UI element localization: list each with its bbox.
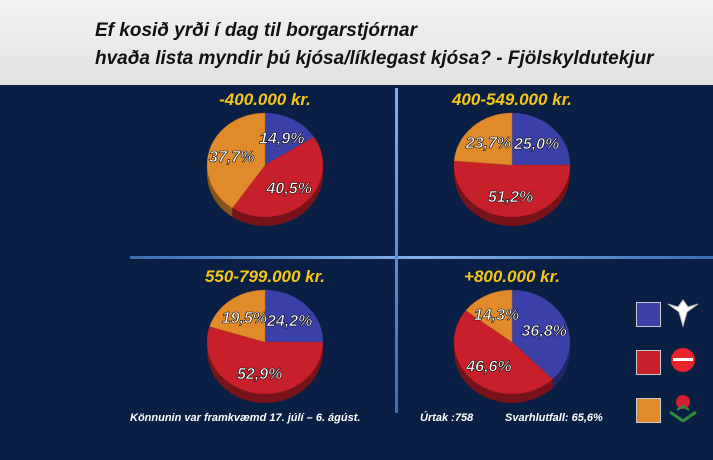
pie-4-value-label-1: 46,6% <box>465 358 511 375</box>
pie-4-side-1 <box>454 344 553 403</box>
rose-logo-icon <box>669 395 697 422</box>
pie-1-slice-2 <box>206 112 266 209</box>
samfylkingin-logo-icon <box>671 348 695 372</box>
pie-4-slice-0 <box>511 289 571 380</box>
legend-swatch-orange <box>636 398 661 423</box>
pie-2-value-label-0: 25,0% <box>513 136 559 153</box>
pie-1-title: -400.000 kr. <box>219 90 311 109</box>
pie-3-side-1 <box>207 342 323 403</box>
pie-3-slice-2 <box>209 289 266 343</box>
pie-3: 24,2% 52,9% 19,5% 550-799.000 kr. <box>205 267 325 403</box>
footer-period: Könnunin var framkvæmd 17. júlí – 6. ágú… <box>130 412 361 424</box>
chart-title-line2: hvaða lista myndir þú kjósa/líklegast kj… <box>95 48 654 69</box>
pie-3-slice-1 <box>206 326 324 395</box>
pie-1-value-label-0: 14,9% <box>259 131 304 148</box>
pie-1: 14,9% 40,5% 37,7% -400.000 kr. <box>206 90 324 226</box>
title-band: Ef kosið yrði í dag til borgarstjórnar h… <box>0 0 713 85</box>
grid-divider-horizontal <box>130 256 713 259</box>
pie-4-title: +800.000 kr. <box>464 267 560 286</box>
pie-2-slice-2 <box>453 112 513 166</box>
pie-3-slice-0 <box>264 289 324 343</box>
pie-2: 25,0% 51,2% 23,7% 400-549.000 kr. <box>451 90 572 226</box>
pie-4-value-label-2: 14,3% <box>474 307 519 324</box>
pie-1-slice-0 <box>264 112 315 166</box>
pie-4: 36,8% 46,6% 14,3% +800.000 kr. <box>453 267 571 403</box>
footer-response-rate: Svarhlutfall: 65,6% <box>505 412 603 424</box>
pie-2-value-label-1: 51,2% <box>488 189 533 206</box>
pie-4-side-0 <box>552 342 570 389</box>
falcon-logo-icon <box>667 299 699 328</box>
pie-2-slice-0 <box>511 112 571 166</box>
pie-3-value-label-0: 24,2% <box>266 313 312 330</box>
pie-1-slice-1 <box>232 136 324 218</box>
pie-4-value-label-0: 36,8% <box>522 323 567 340</box>
pie-1-side-1 <box>232 164 323 226</box>
legend-swatch-red <box>636 350 661 375</box>
pie-1-value-label-1: 40,5% <box>266 180 312 197</box>
pie-2-slice-1 <box>453 160 571 218</box>
pie-2-value-label-2: 23,7% <box>465 135 511 152</box>
pie-3-title: 550-799.000 kr. <box>205 267 325 286</box>
grid-divider-vertical <box>395 88 398 413</box>
chart-title-line1: Ef kosið yrði í dag til borgarstjórnar <box>95 20 417 41</box>
pie-4-slice-2 <box>465 289 513 343</box>
pie-2-title: 400-549.000 kr. <box>451 90 572 109</box>
pie-2-side-1 <box>454 165 570 226</box>
pie-1-value-label-2: 37,7% <box>209 149 254 166</box>
legend-swatch-blue <box>636 302 661 327</box>
pie-1-side-2 <box>207 162 233 217</box>
pie-3-value-label-2: 19,5% <box>222 310 267 327</box>
footer-sample: Úrtak :758 <box>420 412 474 424</box>
pie-3-value-label-1: 52,9% <box>237 366 282 383</box>
pie-4-slice-1 <box>453 310 553 395</box>
